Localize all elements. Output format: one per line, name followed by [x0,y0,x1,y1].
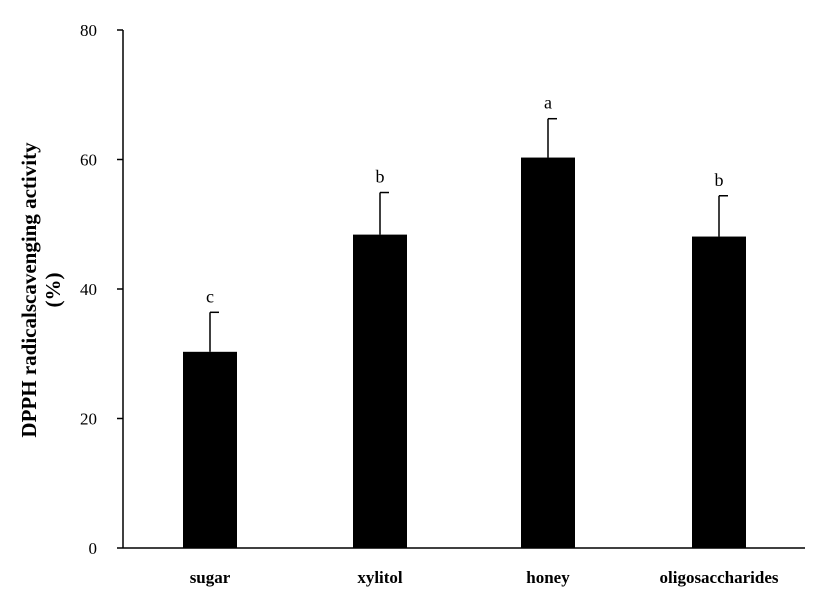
y-axis-label: DPPH radicalscavenging activity [17,142,41,438]
bar-xylitol [353,234,407,549]
category-label-sugar: sugar [190,568,231,587]
y-tick-label: 20 [80,410,97,429]
bar-sugar [183,351,237,548]
significance-label-sugar: c [206,286,214,306]
bar-oligosaccharides [692,236,746,549]
y-axis-unit: (%) [41,273,65,308]
y-tick-label: 40 [80,280,97,299]
bar-honey [521,157,575,548]
significance-label-honey: a [544,93,552,113]
category-label-honey: honey [526,568,570,587]
significance-label-oligosaccharides: b [715,170,724,190]
y-tick-label: 80 [80,21,97,40]
y-axis-title: DPPH radicalscavenging activity (%) [17,142,65,438]
significance-label-xylitol: b [376,167,385,187]
bars [183,117,746,549]
category-label-oligosaccharides: oligosaccharides [660,568,779,587]
y-tick-label: 60 [80,151,97,170]
labels: 0 20 40 60 80 c sugar b xylitol a honey b oligosacch… [80,21,779,587]
y-tick-label: 0 [89,539,98,558]
category-label-xylitol: xylitol [357,568,403,587]
